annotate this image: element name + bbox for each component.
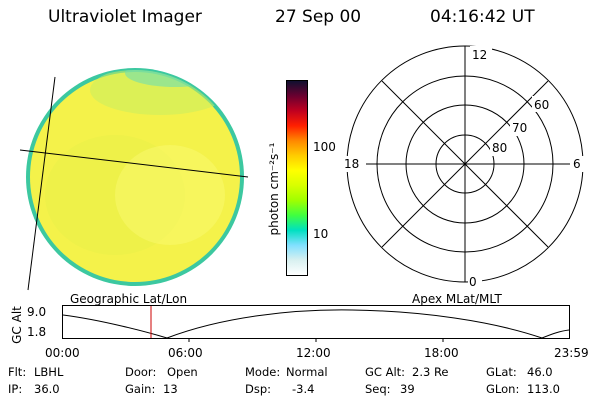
gain-label: Gain: [125,382,156,396]
mode-label: Mode: [245,365,281,379]
door-label: Door: [125,365,157,379]
colorbar [286,80,308,276]
glat-label: GLat: [486,365,517,379]
panel-label-apex: Apex MLat/MLT [412,292,502,306]
header-date: 27 Sep 00 [275,7,362,27]
polar-grid: 12 18 6 0 60 70 80 [342,45,586,289]
page-title: Ultraviolet Imager [48,7,202,27]
door-value: Open [167,365,198,379]
gc-alt-value: 2.3 Re [412,365,449,379]
gain-value: 13 [163,382,178,396]
geographic-lon-line [27,76,56,291]
time-tick-1800: 18:00 [424,346,459,360]
flt-label: Flt: [8,365,27,379]
altitude-tick-9: 9.0 [27,305,47,319]
time-tick-2359: 23:59 [554,346,589,360]
altitude-tick-1-8: 1.8 [27,325,47,339]
time-tick-0600: 06:00 [168,346,203,360]
altitude-axis-label: GC Alt [10,306,24,344]
time-tick-0000: 00:00 [45,346,80,360]
gc-alt-label: GC Alt: [365,365,406,379]
colorbar-tick-100: 100 [313,140,336,154]
altitude-plot [62,305,570,342]
dsp-value: -3.4 [292,382,315,396]
seq-value: 39 [400,382,415,396]
mlt-label-12: 12 [472,48,487,62]
dsp-label: Dsp: [245,382,272,396]
glat-value: 46.0 [527,365,553,379]
colorbar-unit-label: photon cm⁻²s⁻¹ [267,142,281,236]
lat-label-80: 80 [492,141,507,155]
mlt-label-18: 18 [344,157,359,171]
mlt-label-0: 0 [469,275,477,289]
flt-value: LBHL [34,365,64,379]
ip-label: IP: [8,382,23,396]
glon-value: 113.0 [527,382,560,396]
geographic-lat-line [19,149,249,178]
colorbar-tick-10: 10 [313,227,329,241]
header-time: 04:16:42 UT [430,7,535,27]
glon-label: GLon: [486,382,520,396]
mlt-label-6: 6 [573,157,581,171]
time-tick-1200: 12:00 [296,346,331,360]
ip-value: 36.0 [34,382,60,396]
panel-label-geographic: Geographic Lat/Lon [70,292,188,306]
altitude-curve [62,309,570,339]
seq-label: Seq: [365,382,391,396]
lat-label-70: 70 [512,121,527,135]
mode-value: Normal [286,365,328,379]
lat-label-60: 60 [534,98,549,112]
uv-image [19,68,249,291]
